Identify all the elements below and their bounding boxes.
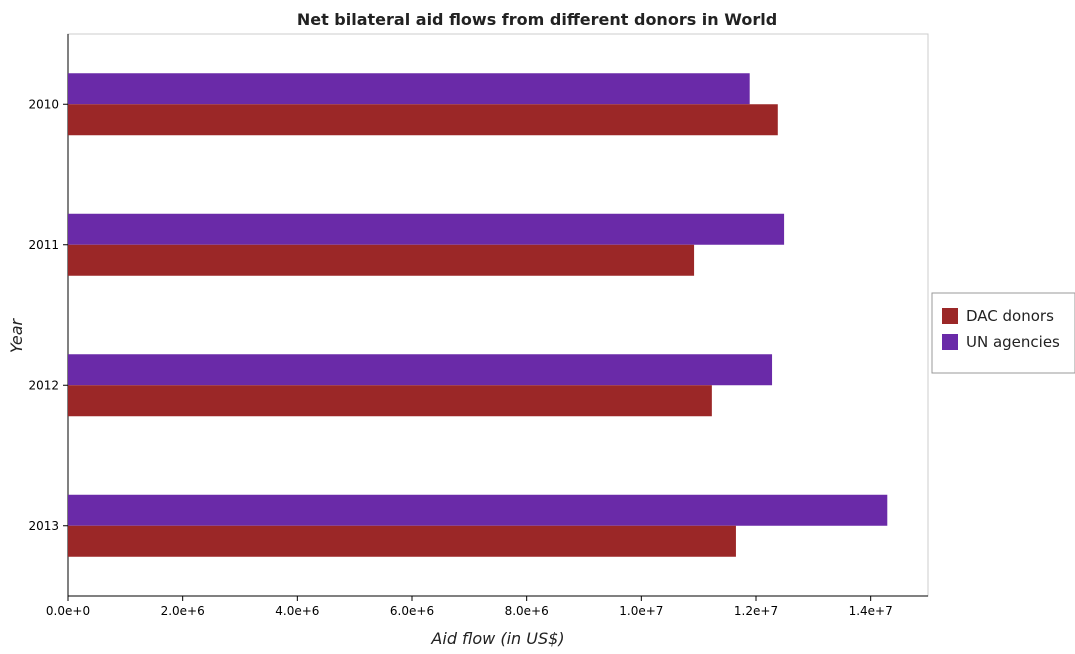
- bar-un-agencies: [68, 73, 750, 105]
- x-tick-label: 1.0e+7: [619, 604, 663, 618]
- x-tick-label: 0.0e+0: [46, 604, 90, 618]
- legend-label: UN agencies: [966, 333, 1060, 351]
- bar-dac-donors: [68, 104, 778, 136]
- legend-swatch: [942, 308, 958, 324]
- x-tick-label: 1.4e+7: [849, 604, 893, 618]
- y-tick-label: 2013: [28, 519, 59, 533]
- bar-un-agencies: [68, 213, 785, 245]
- x-axis-title: Aid flow (in US$): [430, 629, 564, 648]
- y-tick-label: 2012: [28, 378, 59, 392]
- x-tick-label: 8.0e+6: [505, 604, 549, 618]
- y-axis-title: Year: [7, 317, 26, 353]
- y-tick-label: 2011: [28, 238, 59, 252]
- legend-box: [931, 292, 1075, 374]
- legend-label: DAC donors: [966, 307, 1054, 325]
- y-tick-label: 2010: [28, 97, 59, 111]
- chart-title: Net bilateral aid flows from different d…: [297, 10, 777, 29]
- x-tick-label: 1.2e+7: [734, 604, 778, 618]
- bar-un-agencies: [68, 494, 888, 526]
- plot-area: 0.0e+0 2.0e+6 4.0e+6 6.0e+6 8.0e+6 1.0e+7 1.2e…: [28, 33, 929, 618]
- x-tick-label: 2.0e+6: [161, 604, 205, 618]
- x-tick-label: 4.0e+6: [275, 604, 319, 618]
- bar-dac-donors: [68, 244, 695, 276]
- bar-un-agencies: [68, 354, 773, 386]
- bar-dac-donors: [68, 525, 736, 557]
- legend: DAC donors UN agencies: [931, 292, 1075, 374]
- bar-dac-donors: [68, 385, 712, 417]
- x-tick-label: 6.0e+6: [390, 604, 434, 618]
- legend-swatch: [942, 334, 958, 350]
